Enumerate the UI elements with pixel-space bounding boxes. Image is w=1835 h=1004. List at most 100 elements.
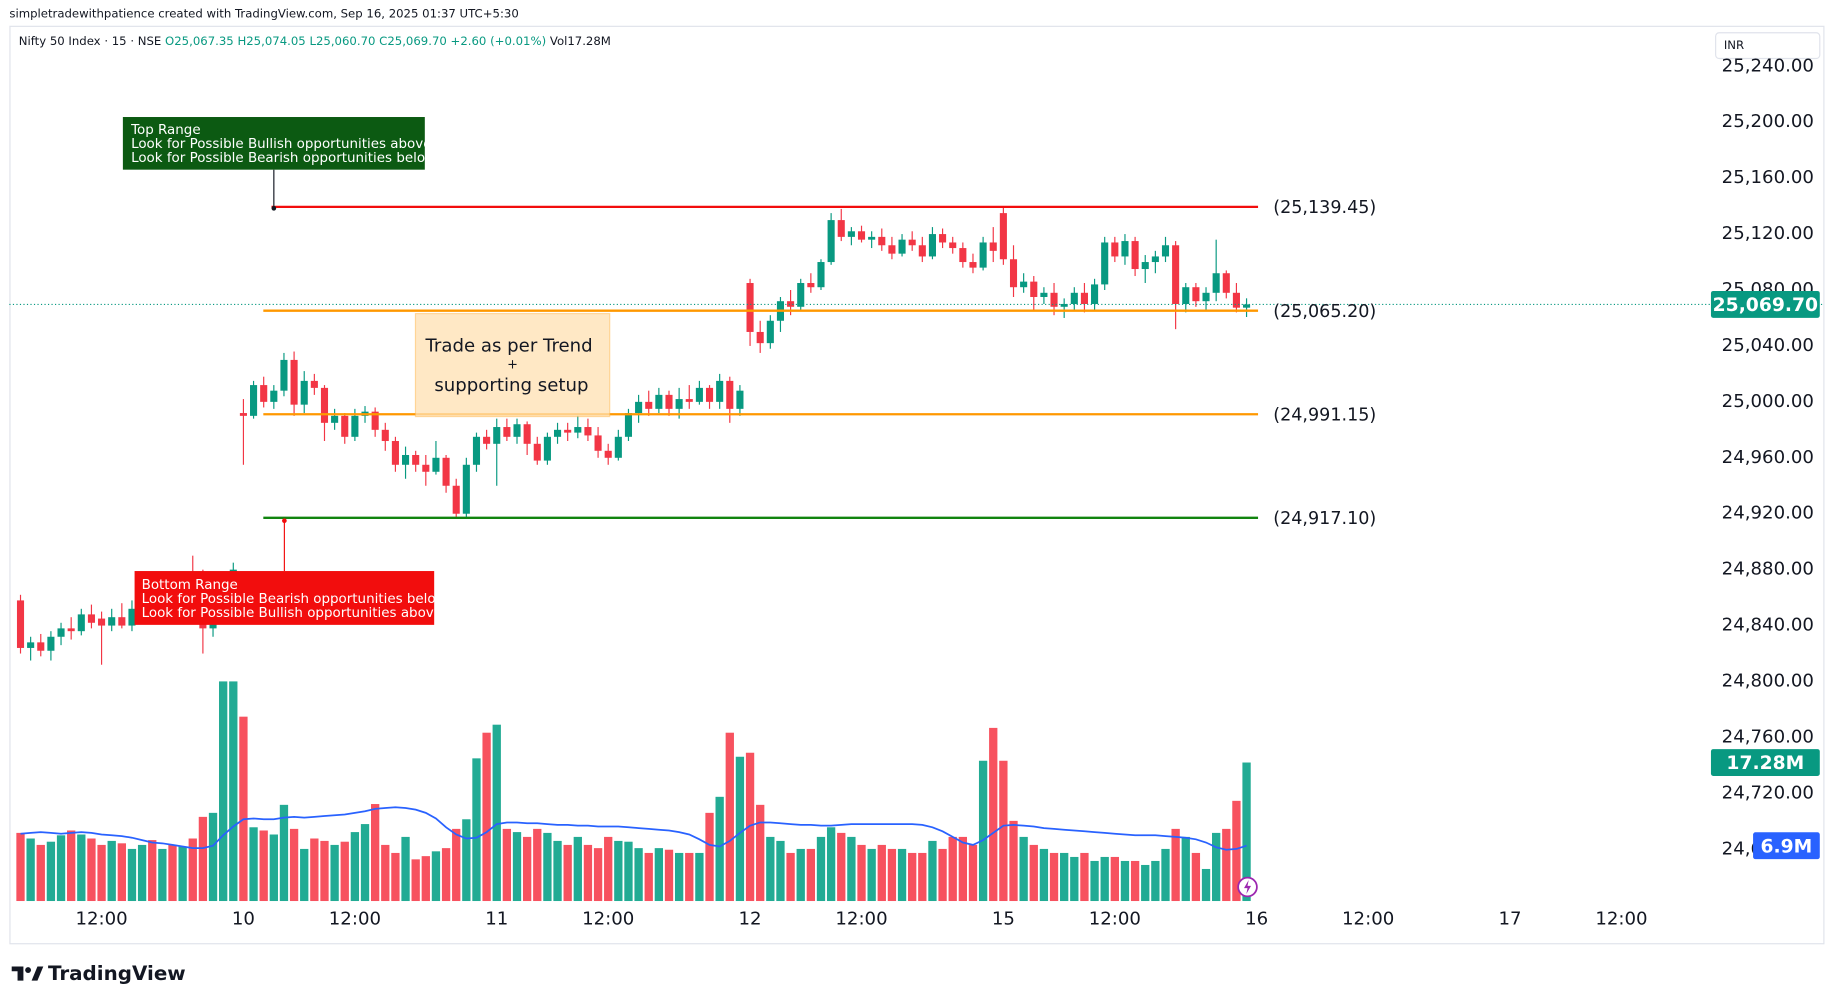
volume-bar	[1120, 860, 1130, 902]
candle-body	[584, 427, 592, 436]
x-tick-label: 12:00	[1595, 909, 1647, 930]
volume-bar	[472, 758, 481, 902]
candle-body	[1111, 242, 1119, 257]
x-tick-label: 17	[1498, 909, 1521, 930]
volume-bar	[492, 724, 501, 902]
volume-bar	[462, 819, 471, 902]
currency-box[interactable]	[1715, 32, 1821, 60]
volume-bar	[948, 836, 957, 902]
candle-body	[1070, 292, 1078, 304]
volume-bar	[56, 835, 66, 902]
volume-bar	[674, 852, 684, 902]
candle-body	[949, 242, 957, 249]
volume-bar	[826, 827, 836, 902]
legend-change: +2.60 (+0.01%)	[451, 33, 547, 47]
candle-body	[898, 239, 906, 254]
y-tick-label: 25,000.00	[1722, 391, 1814, 412]
candle-body	[594, 435, 602, 451]
candle-body	[1060, 303, 1068, 307]
volume-bar	[877, 844, 886, 902]
candle-body	[746, 283, 754, 332]
candle-body	[472, 436, 481, 465]
candle-body	[1030, 281, 1038, 297]
volume-bar	[1029, 844, 1038, 902]
volume-bar	[1060, 852, 1069, 902]
candle-body	[452, 485, 460, 514]
candle-body	[999, 213, 1007, 260]
volume-bar	[887, 848, 897, 902]
volume-bar	[391, 852, 400, 902]
volume-bar	[1080, 852, 1089, 902]
volume-bar	[999, 760, 1008, 902]
candle-body	[645, 401, 653, 409]
volume-bar	[664, 849, 674, 902]
volume-bar	[452, 828, 461, 902]
volume-bar	[908, 852, 917, 902]
volume-bar	[239, 716, 248, 902]
volume-bar	[117, 843, 126, 902]
last-volume-label: 17.28M	[1726, 753, 1804, 774]
x-tick-label: 12:00	[835, 909, 887, 930]
legend: Nifty 50 Index · 15 · NSE O25,067.35 H25…	[19, 33, 611, 47]
candle-body	[67, 628, 75, 632]
volume-bar	[837, 832, 846, 902]
currency: INR	[1724, 38, 1744, 52]
volume-bar	[533, 828, 542, 902]
volume-bar	[685, 852, 694, 902]
candle-body	[908, 239, 916, 246]
candle-body	[878, 236, 886, 246]
brand: TradingView	[48, 962, 186, 985]
axis-layer: 24,680.0024,720.0024,760.0024,800.0024,8…	[75, 55, 1820, 930]
volume-bar	[634, 848, 643, 902]
annotation-text: Top Range	[130, 123, 201, 138]
candle-body	[817, 262, 825, 288]
volume-bar	[563, 844, 572, 902]
volume-bar	[482, 732, 491, 902]
candle-body	[655, 394, 663, 409]
volume-bar	[766, 836, 775, 902]
volume-bar	[158, 848, 167, 902]
y-tick-label: 24,840.00	[1722, 615, 1814, 636]
volume-bar	[249, 827, 258, 902]
candle-body	[705, 387, 714, 402]
candle-body	[868, 236, 876, 240]
candle-body	[331, 415, 339, 423]
candle-body	[402, 454, 410, 465]
candle-body	[57, 628, 65, 637]
candle-body	[635, 401, 643, 414]
brand-logo	[25, 967, 32, 973]
legend-close: C25,069.70	[379, 33, 447, 47]
volume-bar	[806, 848, 816, 902]
volume-ma-label: 6.9M	[1761, 836, 1813, 857]
candle-body	[37, 642, 45, 651]
candle-body	[888, 245, 896, 254]
volume-bar	[867, 848, 876, 902]
candle-body	[726, 380, 734, 409]
candle-body	[239, 413, 247, 416]
candle-body	[1222, 273, 1230, 293]
volume-bar	[208, 812, 218, 902]
candle-body	[128, 608, 136, 626]
y-tick-label: 24,960.00	[1722, 447, 1814, 468]
volume-bar	[137, 844, 147, 902]
candle-body	[381, 429, 389, 442]
volume-bar	[330, 844, 339, 902]
volume-bar	[1201, 868, 1211, 902]
candle-body	[77, 614, 85, 632]
x-tick-label: 12:00	[1342, 909, 1394, 930]
caption: simpletradewithpatience created with Tra…	[9, 7, 518, 21]
volume-bar	[1049, 852, 1059, 902]
candle-body	[1040, 292, 1048, 297]
y-tick-label: 24,800.00	[1722, 671, 1814, 692]
y-tick-label: 25,240.00	[1722, 55, 1814, 76]
candle-body	[280, 359, 288, 391]
y-tick-label: 25,120.00	[1722, 223, 1814, 244]
candle-body	[624, 413, 633, 437]
volume-bar	[97, 844, 106, 902]
volume-bar	[604, 836, 613, 902]
volume-bar	[1009, 820, 1018, 902]
candle-body	[1232, 292, 1240, 308]
volume-bar	[918, 852, 927, 902]
volume-bar	[350, 832, 360, 902]
